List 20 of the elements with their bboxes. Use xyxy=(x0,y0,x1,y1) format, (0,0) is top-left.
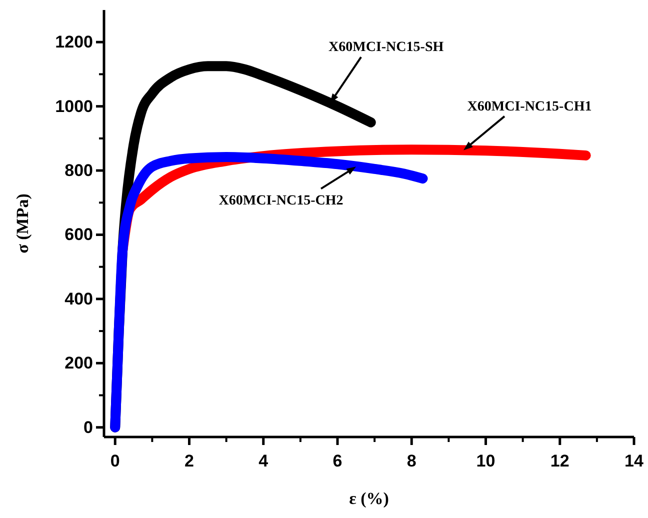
x-tick-label: 6 xyxy=(332,452,342,471)
x-tick-label: 14 xyxy=(624,452,644,471)
annotation: X60MCI-NC15-CH1 xyxy=(467,99,592,114)
y-tick-label: 600 xyxy=(64,225,93,244)
y-tick-label: 800 xyxy=(64,160,93,180)
x-tick-label: 10 xyxy=(476,452,496,471)
y-tick-label: 1000 xyxy=(55,96,93,116)
y-tick-label: 400 xyxy=(64,289,93,308)
y-tick-label: 0 xyxy=(84,418,93,437)
annotation: X60MCI-NC15-SH xyxy=(328,40,444,56)
x-tick-label: 4 xyxy=(258,452,269,471)
x-tick-label: 8 xyxy=(406,452,416,471)
x-tick-label: 12 xyxy=(550,452,570,471)
y-tick-label: 1200 xyxy=(55,32,93,52)
y-axis-title: σ (MPa) xyxy=(13,194,32,254)
x-tick-label: 0 xyxy=(110,452,120,471)
annotation: X60MCI-NC15-CH2 xyxy=(218,194,344,209)
x-axis-title: ε (%) xyxy=(349,489,389,508)
x-tick-label: 2 xyxy=(184,452,194,471)
y-tick-label: 200 xyxy=(64,354,93,373)
